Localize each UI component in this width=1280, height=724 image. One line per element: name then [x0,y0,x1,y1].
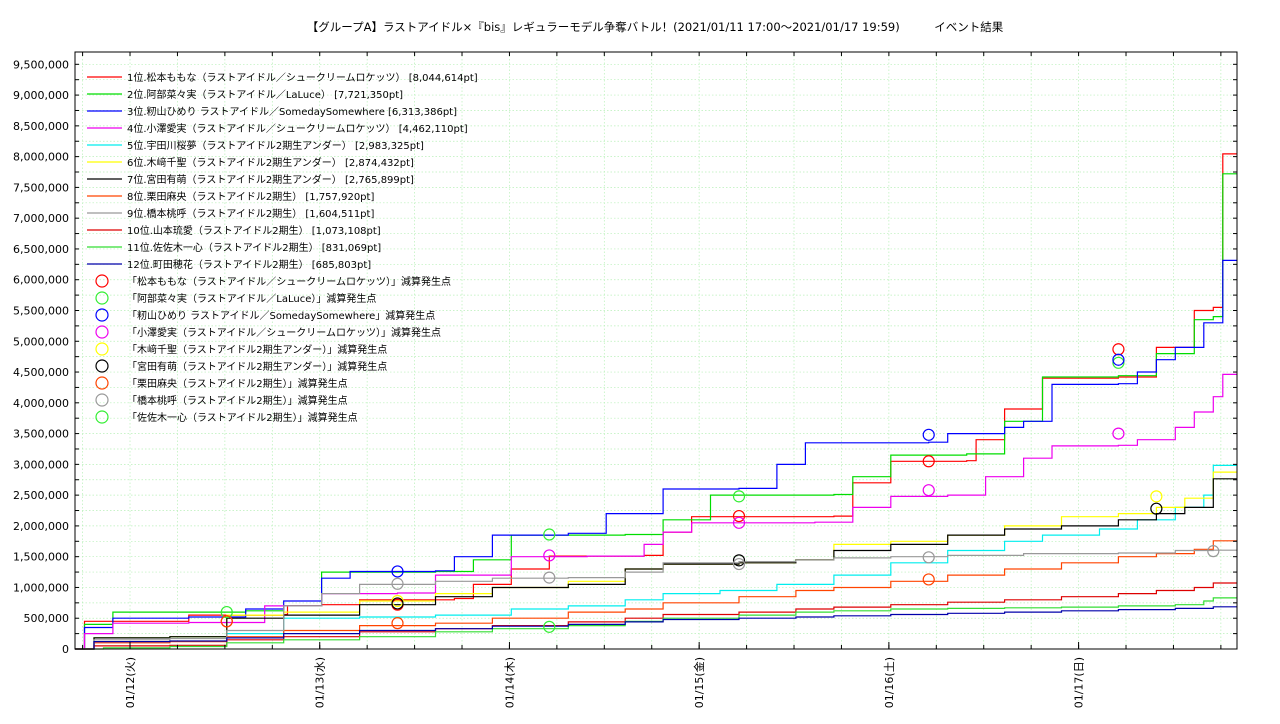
series-line [75,582,1237,650]
x-tick-label: 01/15(金) [692,657,706,708]
subtraction-marker [1112,356,1125,369]
x-tick-label: 01/14(木) [503,657,516,708]
legend-series-label: 8位.栗田麻央（ラストアイドル2期生） [1,757,920pt] [127,190,374,203]
legend-series-label: 3位.籾山ひめり ラストアイドル／SomedaySomewhere [6,313… [127,105,457,118]
subtraction-marker [1207,545,1220,558]
y-tick-label: 6,500,000 [13,243,69,256]
legend-marker-swatch [95,274,109,288]
legend-marker-label: 「小澤愛実（ラストアイドル／シュークリームロケッツ）」減算発生点 [127,326,441,339]
legend-series-label: 4位.小澤愛実（ラストアイドル／シュークリームロケッツ） [4,462,110p… [127,122,468,135]
subtraction-marker [922,455,935,468]
y-tick-label: 8,500,000 [13,120,69,133]
subtraction-marker [922,573,935,586]
x-tick-label: 01/16(土) [883,657,896,708]
chart-title: 【グループA】ラストアイドル×『bis』レギュラーモデル争奪バトル！(2021/… [307,20,1004,34]
subtraction-marker [220,615,233,628]
subtraction-marker [732,509,746,523]
y-tick-label: 1,500,000 [13,551,69,564]
subtraction-marker [220,605,233,619]
y-tick-label: 4,500,000 [13,366,69,379]
legend-series-label: 6位.木﨑千聖（ラストアイドル2期生アンダー） [2,874,432pt] [127,156,414,169]
subtraction-marker [543,528,556,541]
y-tick-label: 2,500,000 [13,489,69,502]
subtraction-marker [732,516,746,529]
legend-marker-label: 「宮田有萌（ラストアイドル2期生アンダー）」減算発生点 [127,360,387,373]
y-tick-label: 1,000,000 [13,581,69,594]
legend-series-label: 7位.宮田有萌（ラストアイドル2期生アンダー） [2,765,899pt] [127,173,414,186]
legend-series-label: 2位.阿部菜々実（ラストアイドル／LaLuce） [7,721,350pt] [127,88,403,101]
subtraction-marker [391,577,404,590]
y-tick-label: 4,000,000 [13,397,69,410]
subtraction-marker [391,597,404,610]
legend-marker-swatch [95,308,109,322]
legend-marker-label: 「佐佐木一心（ラストアイドル2期生）」減算発生点 [127,411,358,424]
y-tick-label: 5,000,000 [13,335,69,348]
series-lines [75,153,1237,650]
legend-series-label: 5位.宇田川桜夢（ラストアイドル2期生アンダー） [2,983,325pt] [127,139,424,152]
series-line [75,549,1237,650]
x-tick-label: 01/13(水) [314,657,327,708]
legend-marker-swatch [95,325,109,339]
series-line [75,597,1237,650]
y-tick-label: 3,500,000 [13,428,69,441]
subtraction-marker [732,490,746,503]
subtraction-marker [922,428,935,441]
axes: 0 500,000 1,000,000 1,500,000 2,000,000 2,500… [13,52,1237,708]
subtraction-marker [543,620,556,633]
subtraction-marker [732,554,746,567]
legend-marker-label: 「籾山ひめり ラストアイドル／SomedaySomewhere」減算発生点 [127,309,435,322]
legend-marker-label: 「橋本桃呼（ラストアイドル2期生）」減算発生点 [127,394,348,407]
legend-series-label: 10位.山本琉愛（ラストアイドル2期生） [1,073,108pt] [127,224,381,237]
y-tick-label: 7,500,000 [13,181,69,194]
y-tick-label: 2,000,000 [13,520,69,533]
y-tick-label: 8,000,000 [13,151,69,164]
legend-marker-label: 「松本ももな（ラストアイドル／シュークリームロケッツ）」減算発生点 [127,275,451,288]
subtraction-marker [1112,353,1125,366]
legend-marker-label: 「木﨑千聖（ラストアイドル2期生アンダー）」減算発生点 [127,343,387,356]
legend-series-label: 9位.橋本桃呼（ラストアイドル2期生） [1,604,511pt] [127,207,374,220]
series-line [75,478,1237,650]
legend-marker-swatch [95,291,109,305]
subtraction-marker [543,549,556,562]
x-tick-label: 01/17(日) [1073,657,1086,708]
y-tick-label: 500,000 [24,612,70,625]
subtraction-marker [1150,490,1163,503]
subtraction-marker [922,484,935,497]
subtraction-marker [922,551,935,564]
subtraction-marker [391,565,404,578]
legend: 1位.松本ももな（ラストアイドル／シュークリームロケッツ） [8,044,614… [87,71,478,424]
subtraction-marker [391,617,404,630]
legend-marker-swatch [95,342,109,356]
legend-marker-swatch [95,393,109,407]
grid [75,52,1237,649]
legend-marker-label: 「栗田麻央（ラストアイドル2期生）」減算発生点 [127,377,348,390]
y-tick-label: 0 [62,643,69,656]
legend-marker-label: 「阿部菜々実（ラストアイドル／LaLuce）」減算発生点 [127,292,376,305]
subtraction-marker [1112,343,1125,356]
subtraction-markers [220,343,1220,633]
series-line [75,606,1237,650]
plot-frame [74,51,1238,650]
subtraction-marker [543,571,556,584]
legend-marker-swatch [95,376,109,390]
legend-marker-swatch [95,410,109,424]
legend-marker-swatch [95,359,109,373]
y-tick-label: 9,000,000 [13,89,69,102]
y-tick-label: 9,500,000 [13,58,69,71]
legend-series-label: 1位.松本ももな（ラストアイドル／シュークリームロケッツ） [8,044,614… [127,71,478,84]
legend-series-label: 11位.佐佐木一心（ラストアイドル2期生） [831,069pt] [127,241,381,254]
y-tick-label: 6,000,000 [13,274,69,287]
subtraction-marker [1112,427,1125,440]
x-tick-label: 01/12(火) [124,657,137,708]
y-tick-label: 7,000,000 [13,212,69,225]
subtraction-marker [1150,502,1163,515]
legend-series-label: 12位.町田穂花（ラストアイドル2期生） [685,803pt] [127,258,371,271]
y-tick-label: 5,500,000 [13,304,69,317]
y-tick-label: 3,000,000 [13,458,69,471]
subtraction-marker [732,557,746,571]
